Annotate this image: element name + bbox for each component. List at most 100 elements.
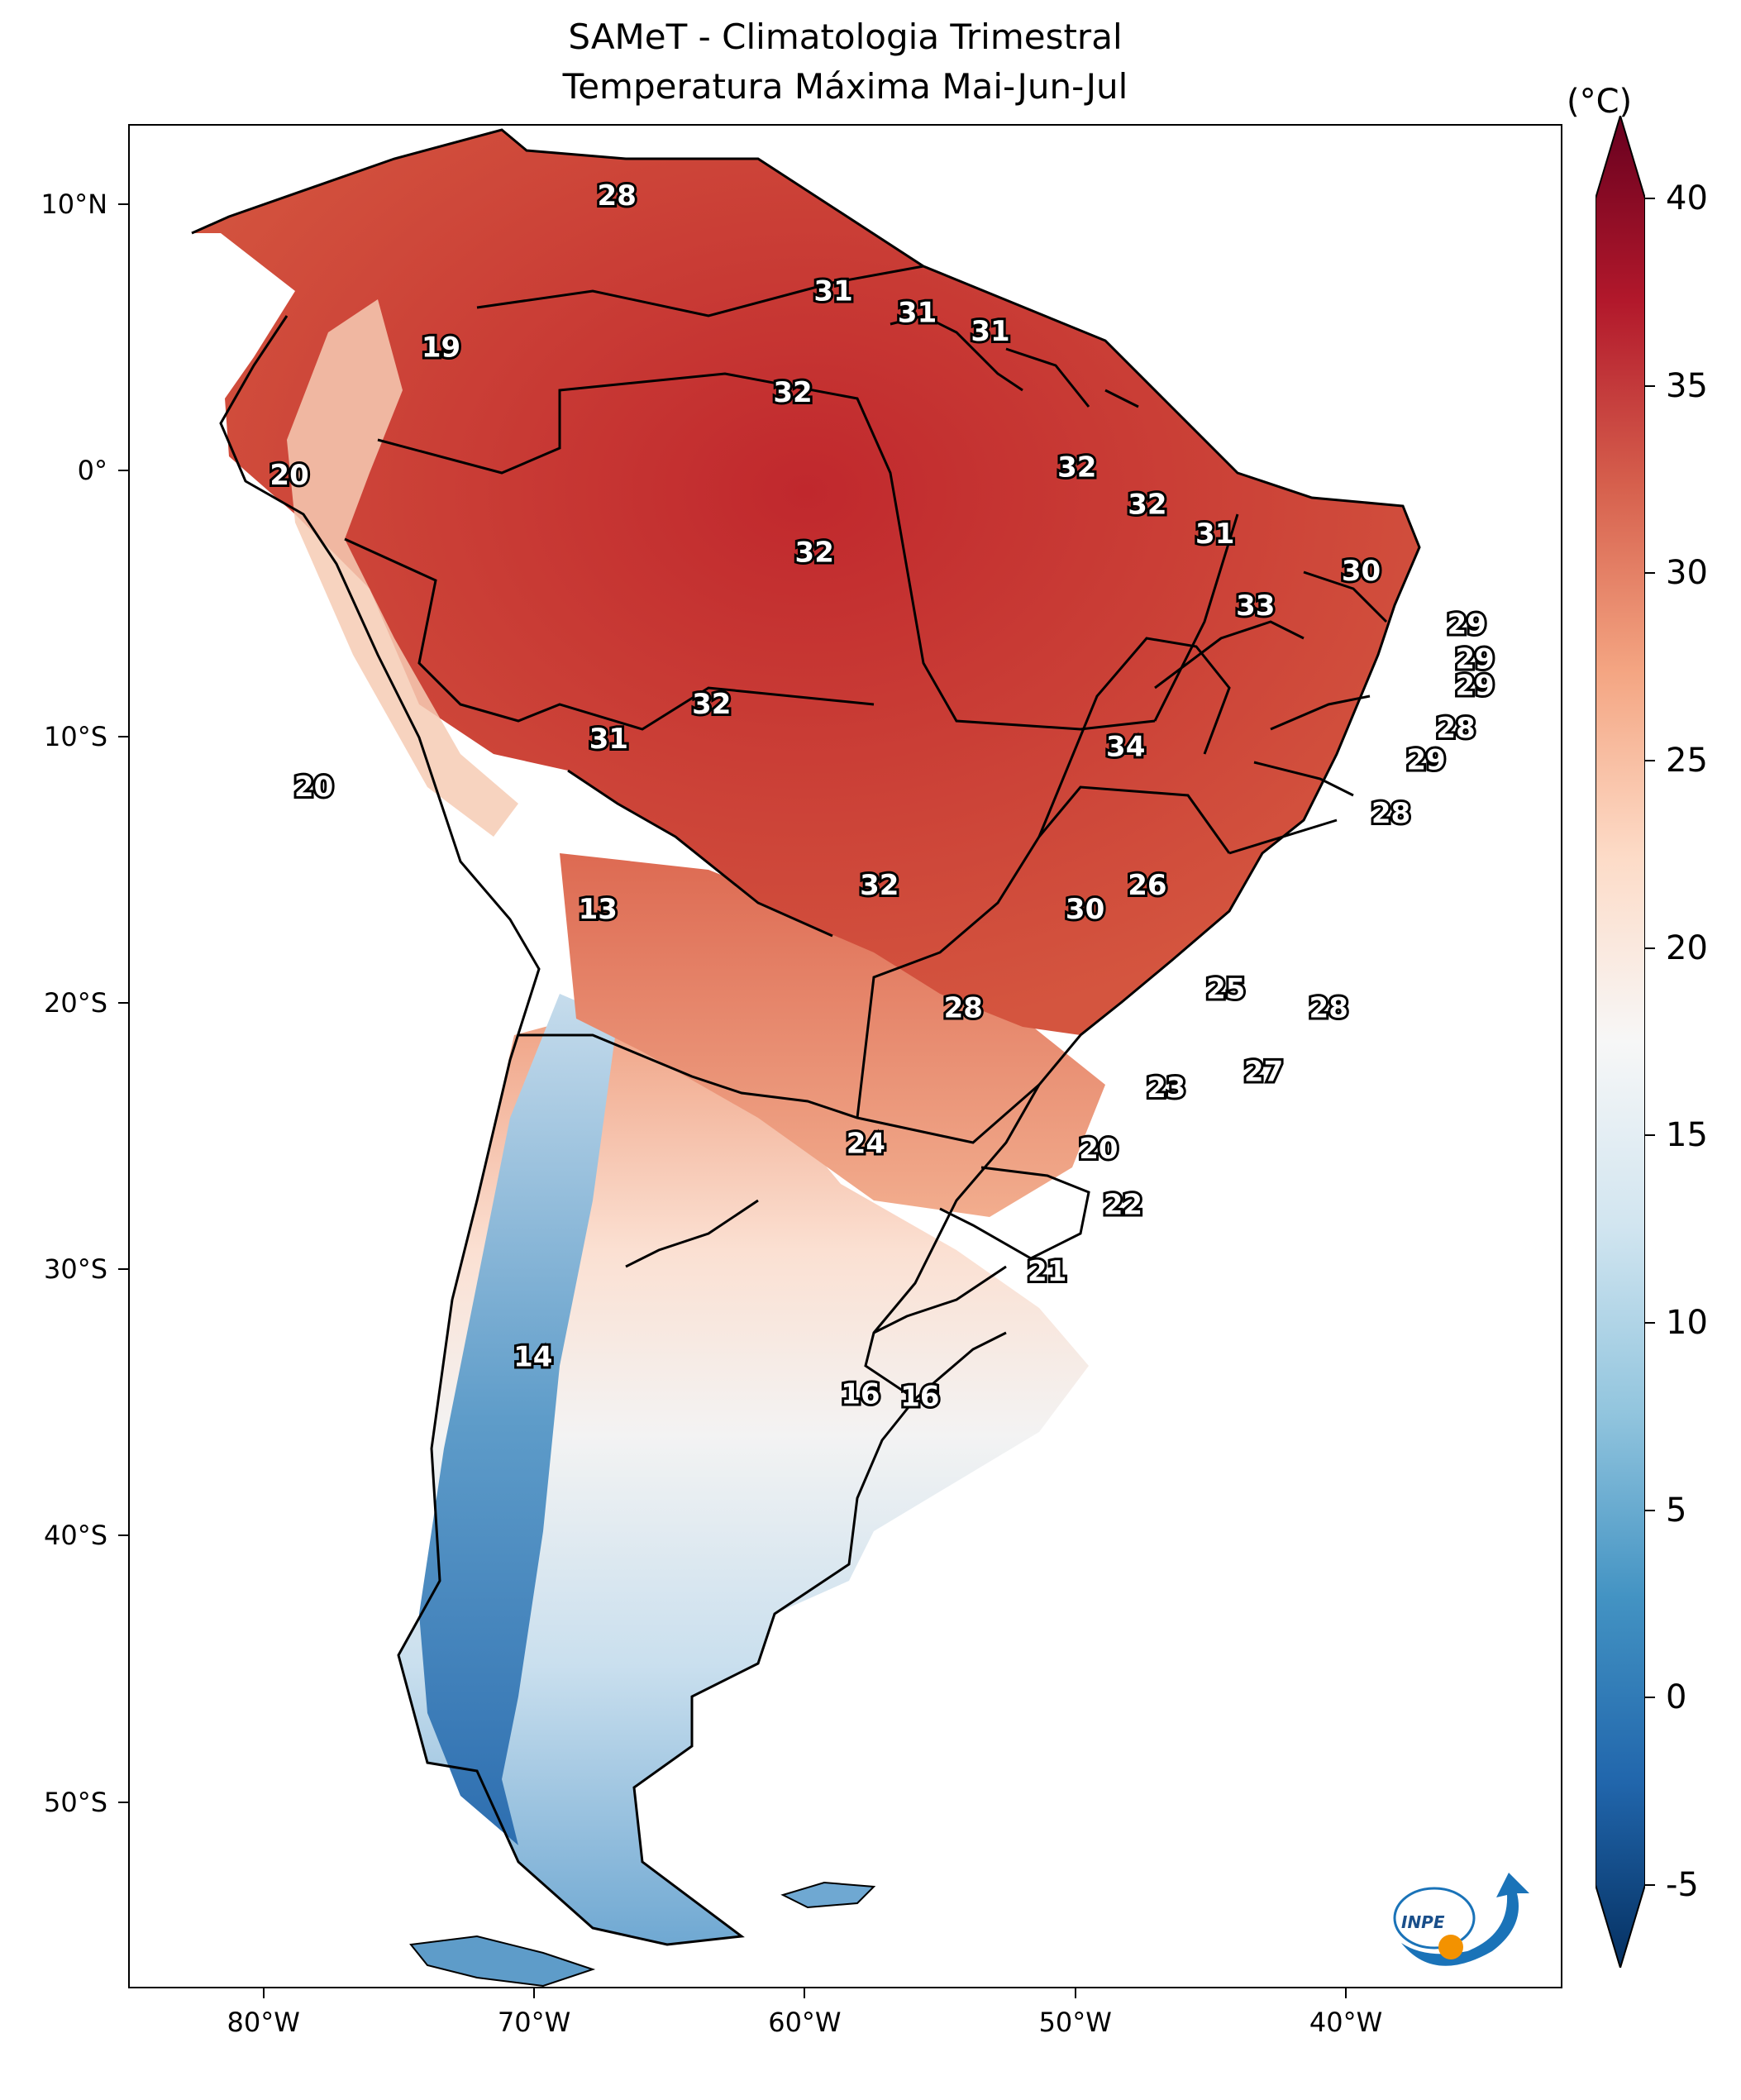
colorbar-tick-label: 5 [1666, 1491, 1687, 1530]
contour-label: 16 [841, 1377, 880, 1410]
logo-swoosh [1401, 1873, 1529, 1966]
x-tick-label: 70°W [497, 2007, 571, 2038]
y-tick-label: 10°S [43, 720, 107, 752]
colorbar-tick-label: 15 [1666, 1116, 1708, 1155]
y-tick-mark [118, 1534, 128, 1537]
land-north [192, 130, 1419, 1035]
contour-label: 13 [579, 893, 618, 926]
colorbar-tick-mark [1645, 1322, 1655, 1324]
contour-label: 20 [294, 771, 333, 804]
contour-label: 26 [1128, 869, 1166, 902]
colorbar-tick-mark [1645, 1134, 1655, 1137]
contour-label: 29 [1455, 670, 1494, 703]
contour-label: 28 [1309, 991, 1348, 1024]
chart-title: SAMeT - Climatologia Trimestral [568, 17, 1123, 57]
x-tick-mark [533, 1988, 536, 1998]
colorbar-tick-label: 40 [1666, 179, 1708, 217]
colorbar-tick-mark [1645, 947, 1655, 949]
contour-label: 32 [1128, 488, 1166, 521]
y-tick-mark [118, 1268, 128, 1271]
contour-label: 20 [269, 459, 308, 492]
chart-subtitle: Temperatura Máxima Mai-Jun-Jul [562, 66, 1128, 107]
contour-label: 32 [860, 869, 899, 902]
contour-label: 16 [900, 1381, 939, 1414]
y-tick-label: 0° [77, 454, 107, 486]
contour-label: 31 [898, 297, 937, 330]
y-tick-label: 10°N [41, 188, 107, 220]
colorbar-tick-mark [1645, 1697, 1655, 1699]
contour-label: 34 [1106, 731, 1145, 764]
x-tick-mark [804, 1988, 806, 1998]
contour-label: 19 [422, 331, 460, 364]
contour-label: 33 [1236, 589, 1275, 623]
contour-label: 32 [773, 376, 812, 409]
contour-label: 27 [1244, 1056, 1283, 1089]
colorbar-tick-mark [1645, 1509, 1655, 1511]
contour-label: 21 [1028, 1255, 1066, 1288]
y-tick-mark [118, 469, 128, 471]
colorbar [1596, 116, 1645, 1968]
contour-label: 31 [971, 315, 1009, 348]
colorbar-tick-mark [1645, 198, 1655, 199]
colorbar-tick-label: 30 [1666, 554, 1708, 593]
x-tick-mark [262, 1988, 265, 1998]
colorbar-tick-label: 10 [1666, 1304, 1708, 1342]
y-tick-mark [118, 735, 128, 737]
contour-label: 23 [1147, 1071, 1185, 1105]
x-tick-mark [1074, 1988, 1076, 1998]
contour-label: 28 [1436, 712, 1475, 745]
colorbar-tick-mark [1645, 760, 1655, 761]
x-tick-label: 50°W [1038, 2007, 1112, 2038]
contour-label: 32 [1057, 451, 1096, 484]
logo-text: INPE [1401, 1912, 1445, 1932]
tierra-del-fuego [409, 1935, 596, 1987]
y-tick-label: 40°S [43, 1520, 107, 1552]
contour-label: 30 [1066, 893, 1104, 926]
x-tick-mark [1345, 1988, 1347, 1998]
contour-label: 31 [589, 723, 628, 756]
y-tick-mark [118, 1002, 128, 1005]
map-area[interactable]: 28 31 31 31 19 32 20 32 32 32 31 30 33 29 29 29 32 31 28 34… [128, 124, 1562, 1988]
contour-label: 32 [692, 688, 731, 721]
colorbar-tick-mark [1645, 384, 1655, 387]
colorbar-tick-mark [1645, 572, 1655, 575]
contour-label: 25 [1206, 973, 1245, 1006]
colorbar-tick-label: 20 [1666, 928, 1708, 967]
y-tick-mark [118, 203, 128, 205]
contour-label: 30 [1342, 555, 1381, 588]
colorbar-tick-label: -5 [1666, 1866, 1699, 1904]
x-tick-label: 60°W [768, 2007, 842, 2038]
y-tick-mark [118, 1801, 128, 1803]
contour-label: 31 [813, 275, 852, 308]
falkland-islands [780, 1881, 876, 1909]
contour-label: 31 [1195, 518, 1234, 551]
andes-north-cool [287, 299, 518, 837]
contour-label: 29 [1448, 608, 1486, 641]
contour-label: 32 [795, 536, 834, 569]
inpe-logo: INPE [1393, 1873, 1529, 1966]
contour-label: 29 [1455, 642, 1494, 675]
contour-label: 22 [1104, 1189, 1142, 1222]
logo-sun [1438, 1935, 1463, 1959]
colorbar-tick-mark [1645, 1884, 1655, 1886]
contour-label: 28 [944, 991, 983, 1024]
x-tick-label: 40°W [1309, 2007, 1383, 2038]
y-tick-label: 20°S [43, 987, 107, 1019]
contour-label: 29 [1406, 744, 1445, 777]
contour-label: 24 [847, 1128, 885, 1161]
andes-cold [419, 994, 618, 1845]
colorbar-tick-label: 35 [1666, 366, 1708, 405]
y-tick-label: 30°S [43, 1253, 107, 1286]
logo-orbit [1393, 1887, 1476, 1950]
colorbar-tick-label: 25 [1666, 742, 1708, 780]
colorbar-unit: (°C) [1567, 83, 1633, 121]
y-tick-label: 50°S [43, 1786, 107, 1818]
x-tick-label: 80°W [227, 2007, 300, 2038]
contour-label: 14 [513, 1340, 552, 1373]
contour-label: 28 [1371, 797, 1410, 830]
country-borders [191, 128, 1421, 1946]
contour-label: 28 [598, 179, 637, 212]
contour-label: 20 [1079, 1133, 1118, 1166]
